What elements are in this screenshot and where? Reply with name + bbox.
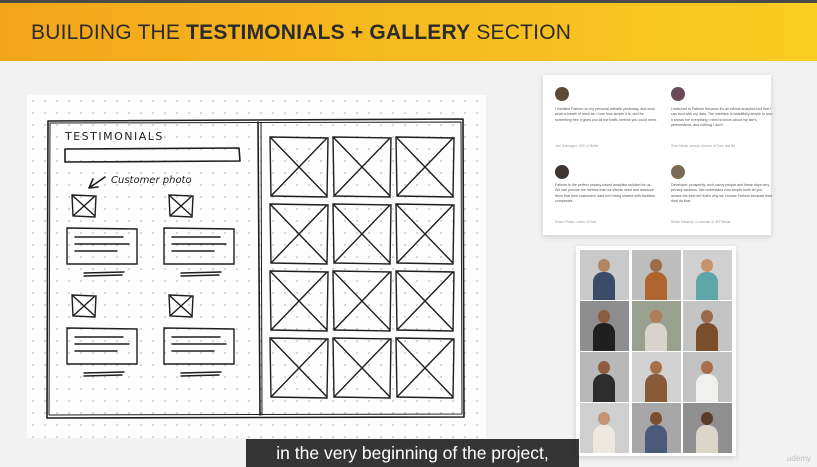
gallery-photo-6-person-head xyxy=(701,310,713,323)
sketch-testimonial-text-1 xyxy=(66,227,138,265)
slide-title-banner: BUILDING THE TESTIMONIALS + GALLERY SECT… xyxy=(0,3,817,61)
testimonial-1-avatar xyxy=(555,87,569,101)
sketch-testimonial-text-3 xyxy=(66,327,138,365)
gallery-photo-3 xyxy=(683,250,732,300)
gallery-photo-10-person-body xyxy=(593,425,615,453)
slide-title-prefix: BUILDING THE xyxy=(31,21,187,44)
gallery-photo-2-person-body xyxy=(644,272,667,300)
sketch-testimonial-text-4 xyxy=(163,327,235,365)
gallery-photo-4 xyxy=(580,301,629,351)
top-edge-bar xyxy=(0,0,817,3)
gallery-photo-7 xyxy=(580,352,629,402)
sketch-heading-text: TESTIMONIALS xyxy=(64,130,164,143)
gallery-photo-9-person-head xyxy=(701,361,713,374)
gallery-photo-5 xyxy=(631,301,681,351)
testimonial-3-quote: Fathom is the perfect privacy-based anal… xyxy=(555,183,655,204)
slide-title-suffix: SECTION xyxy=(470,21,572,44)
gallery-photo-9 xyxy=(683,352,732,402)
slide-title-bold: TESTIMONIALS + GALLERY xyxy=(186,21,471,44)
gallery-photo-7-person-head xyxy=(598,361,610,374)
sketch-gallery-photo-3 xyxy=(395,136,455,198)
testimonial-4-avatar xyxy=(671,165,685,179)
udemy-watermark: udemy xyxy=(786,454,811,463)
gallery-photo-9-person-body xyxy=(696,374,718,402)
gallery-photo-12-person-body xyxy=(696,425,718,453)
sketch-customer-photo-2 xyxy=(168,194,194,218)
testimonial-2-avatar xyxy=(671,87,685,101)
sketch-gallery-photo-11 xyxy=(332,337,392,399)
sketch-customer-name-3 xyxy=(83,371,125,377)
sketch-gallery-photo-4 xyxy=(269,203,329,265)
testimonial-4-name: Stefan Hassmpl, co-founder of JEP Media xyxy=(671,220,731,224)
gallery-photo-8-person-head xyxy=(649,361,662,374)
sketch-testimonial-text-2 xyxy=(163,227,235,265)
gallery-photo-4-person-head xyxy=(598,310,610,323)
gallery-photo-10-person-head xyxy=(598,412,610,425)
sketch-arrow xyxy=(88,176,106,189)
gallery-photo-2-person-head xyxy=(649,259,662,272)
testimonial-3-name: Simon Phelps, owner of Hula xyxy=(555,220,597,224)
sketch-heading-box xyxy=(64,147,241,163)
sketch-photo-note: Customer photo xyxy=(111,175,192,186)
sketch-gallery-photo-1 xyxy=(269,136,329,198)
gallery-photo-8 xyxy=(631,352,681,402)
sketch-outer-frame xyxy=(46,118,465,419)
gallery-photo-11 xyxy=(631,403,681,453)
testimonial-3-avatar xyxy=(555,165,569,179)
testimonial-2-quote: I switched to Fathom because it's an eth… xyxy=(671,107,773,128)
gallery-photo-5-person-body xyxy=(644,323,667,351)
sketch-gallery-photo-5 xyxy=(332,203,392,265)
sketch-gallery-photo-9 xyxy=(395,270,455,332)
gallery-photo-11-person-body xyxy=(644,425,667,453)
sketch-gallery-photo-10 xyxy=(269,337,329,399)
gallery-photo-8-person-body xyxy=(644,374,667,402)
gallery-photo-2 xyxy=(631,250,681,300)
gallery-photo-3-person-head xyxy=(701,259,713,272)
sketch-customer-name-4 xyxy=(180,371,222,377)
gallery-photo-11-person-head xyxy=(649,412,662,425)
gallery-photo-4-person-body xyxy=(593,323,615,351)
gallery-photo-7-person-body xyxy=(593,374,615,402)
gallery-photo-12-person-head xyxy=(701,412,713,425)
gallery-photo-5-person-head xyxy=(649,310,662,323)
gallery-photo-1-person-head xyxy=(598,259,610,272)
gallery-photo-12 xyxy=(683,403,732,453)
sketch-gallery-photo-12 xyxy=(395,337,455,399)
gallery-photo-1 xyxy=(580,250,629,300)
testimonial-1-name: Joel Gascoigne, CEO of Buffer xyxy=(555,144,599,148)
testimonial-2-name: Sheri Marks, creator, director of Oven a… xyxy=(671,144,735,148)
gallery-photo-1-person-body xyxy=(593,272,615,300)
video-caption: in the very beginning of the project, xyxy=(246,439,579,467)
gallery-photo-10 xyxy=(580,403,629,453)
slide-title: BUILDING THE TESTIMONIALS + GALLERY SECT… xyxy=(31,21,571,45)
gallery-reference-card xyxy=(576,246,736,456)
sketch-customer-photo-4 xyxy=(168,294,194,318)
sketch-customer-photo-3 xyxy=(71,294,97,318)
sketch-customer-photo-1 xyxy=(71,194,97,218)
sketch-customer-name-2 xyxy=(180,271,222,277)
sketch-gallery-photo-2 xyxy=(332,136,392,198)
sketch-gallery-photo-8 xyxy=(332,270,392,332)
sketch-gallery-photo-6 xyxy=(395,203,455,265)
gallery-photo-6 xyxy=(683,301,732,351)
sketch-drawing: TESTIMONIALS Customer photo xyxy=(46,118,465,419)
sketch-customer-name-1 xyxy=(83,271,125,277)
gallery-photo-6-person-body xyxy=(696,323,718,351)
sketch-divider xyxy=(257,121,261,416)
testimonials-reference-card: I installed Fathom on my personal websit… xyxy=(543,75,773,235)
testimonial-1-quote: I installed Fathom on my personal websit… xyxy=(555,107,658,122)
sketch-gallery-photo-7 xyxy=(269,270,329,332)
wireframe-sketch: TESTIMONIALS Customer photo xyxy=(27,95,486,438)
testimonial-4-quote: Developer: prosperity: tech-savvy people… xyxy=(671,183,773,204)
gallery-photo-3-person-body xyxy=(696,272,718,300)
